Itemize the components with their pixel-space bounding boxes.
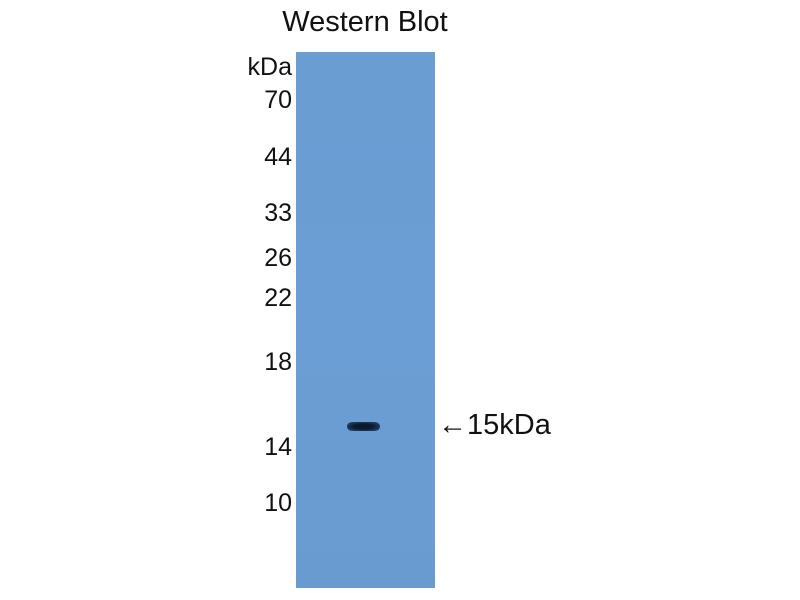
marker-44: 44 bbox=[264, 143, 292, 171]
blot-membrane bbox=[296, 52, 435, 588]
unit-label: kDa bbox=[247, 53, 292, 81]
marker-26: 26 bbox=[264, 244, 292, 272]
marker-18: 18 bbox=[264, 348, 292, 376]
band-annotation: ←15kDa bbox=[438, 409, 551, 441]
marker-14: 14 bbox=[264, 433, 292, 461]
figure-title: Western Blot bbox=[282, 6, 448, 38]
marker-22: 22 bbox=[264, 284, 292, 312]
marker-10: 10 bbox=[264, 489, 292, 517]
marker-70: 70 bbox=[264, 86, 292, 114]
marker-33: 33 bbox=[264, 199, 292, 227]
protein-band bbox=[347, 422, 380, 431]
